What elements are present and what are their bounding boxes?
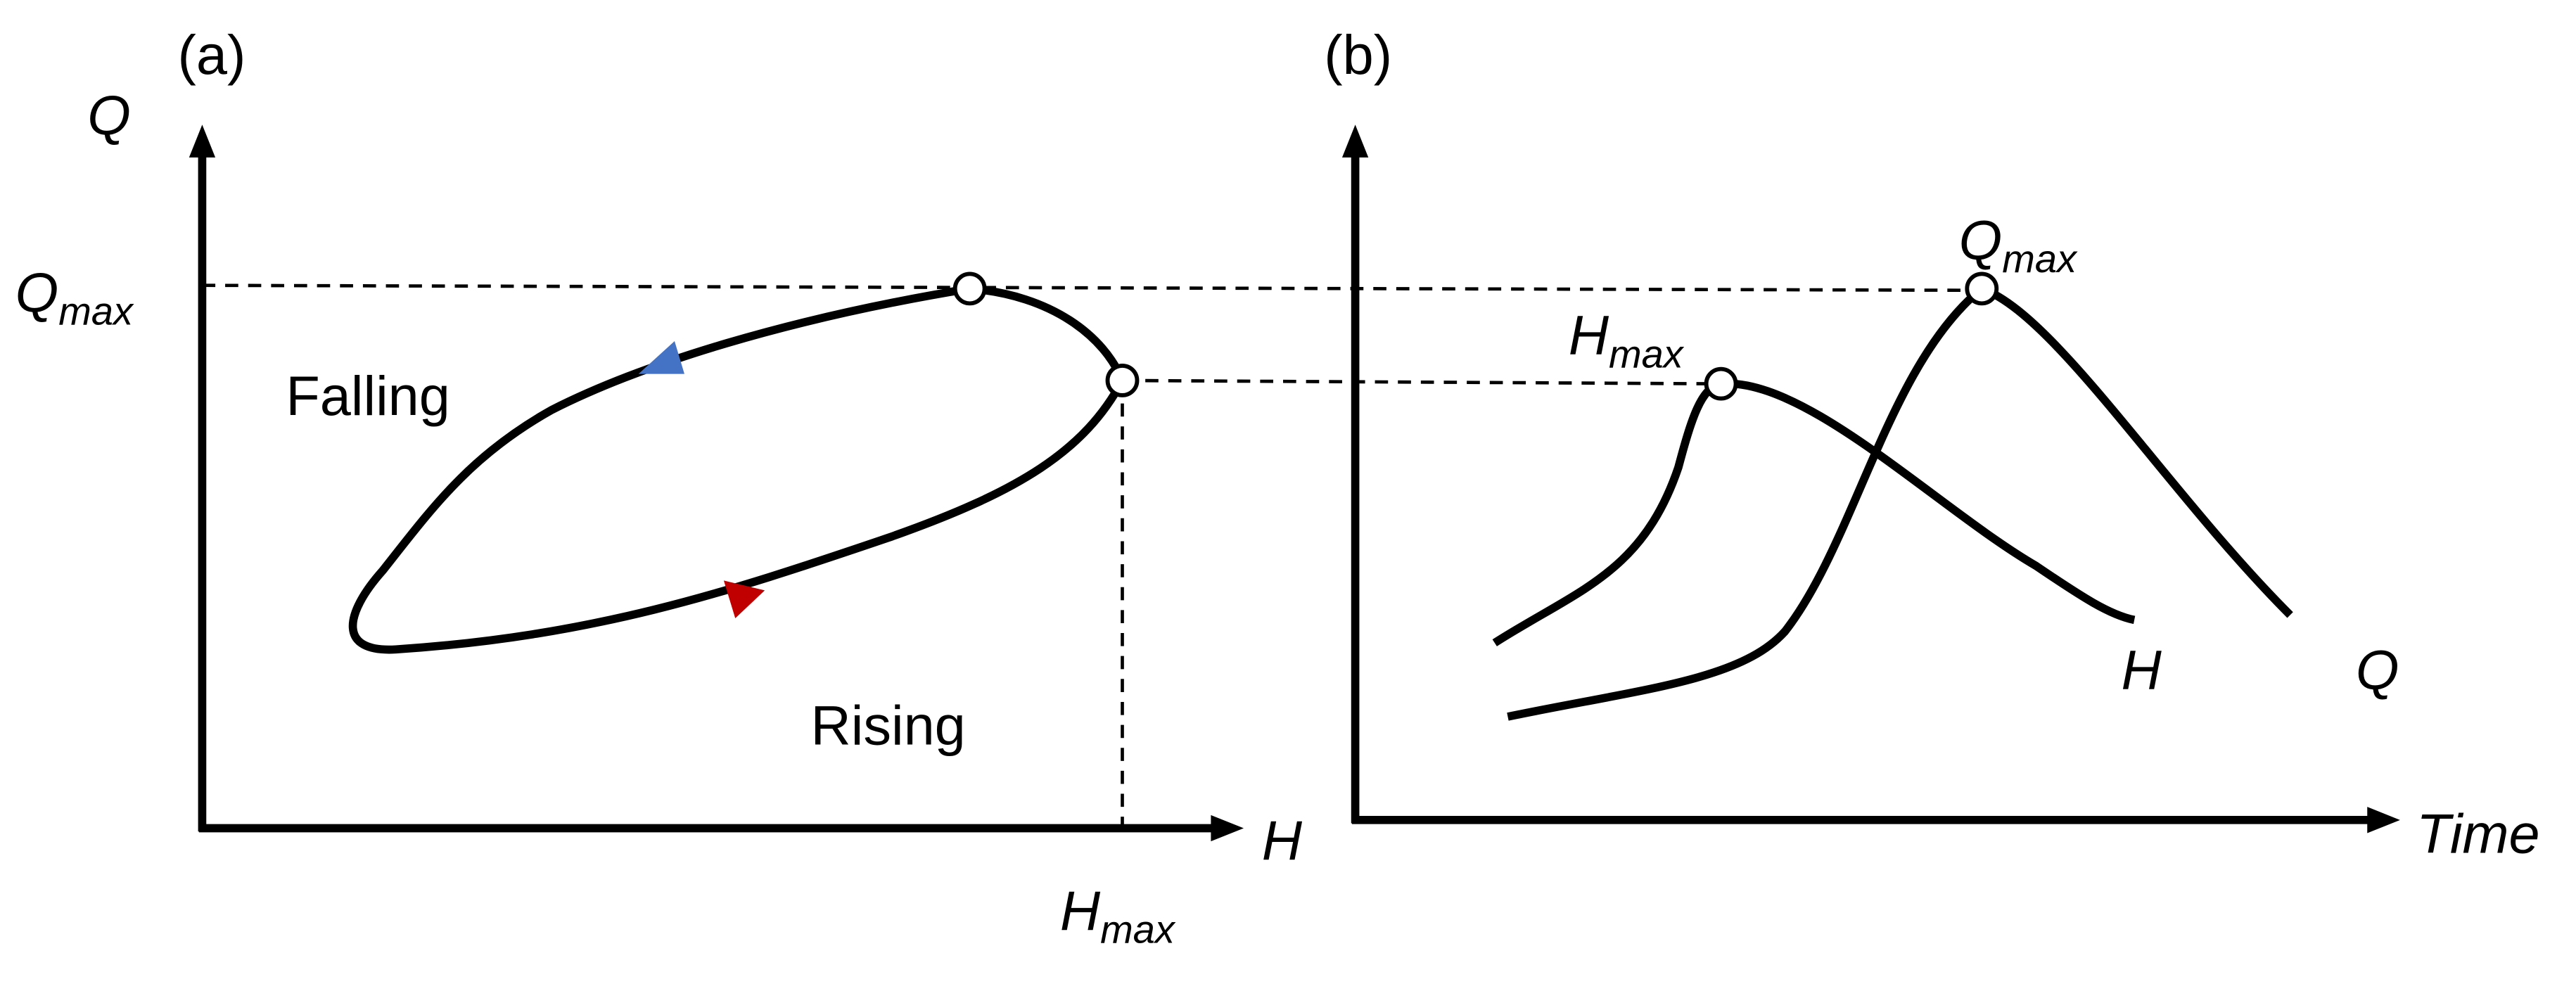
- q-max-point: [952, 271, 987, 306]
- axis-label: H: [1262, 809, 1303, 871]
- hysteresis-loop: [348, 284, 1127, 654]
- guide-line: [1122, 378, 1711, 385]
- axis-label: Q: [87, 84, 131, 146]
- q-max-point: [1965, 271, 1999, 306]
- h-max-point: [1105, 364, 1140, 397]
- arrowhead: [1211, 814, 1244, 842]
- axis-label: Time: [2416, 802, 2539, 864]
- curve-label: H: [2121, 638, 2162, 701]
- guide-line: [202, 283, 1970, 293]
- rising-arrow: [723, 580, 765, 619]
- q-max-label: Qmax: [15, 261, 134, 333]
- panel-label: (b): [1324, 23, 1392, 86]
- arrowhead: [189, 124, 216, 158]
- falling-label: Falling: [286, 364, 450, 427]
- falling-arrow: [638, 340, 684, 374]
- q-curve: [1507, 283, 2293, 721]
- curve-label: Q: [2356, 638, 2399, 701]
- panel-label: (a): [177, 23, 246, 86]
- h-curve: [1492, 379, 2136, 646]
- rising-label: Rising: [810, 694, 965, 757]
- arrowhead: [1341, 124, 1369, 158]
- h-max-point: [1704, 366, 1738, 401]
- arrowhead: [2367, 807, 2400, 833]
- q-max-label: Qmax: [1959, 208, 2078, 281]
- h-max-label: Hmax: [1569, 304, 1685, 376]
- h-max-label: Hmax: [1060, 879, 1176, 952]
